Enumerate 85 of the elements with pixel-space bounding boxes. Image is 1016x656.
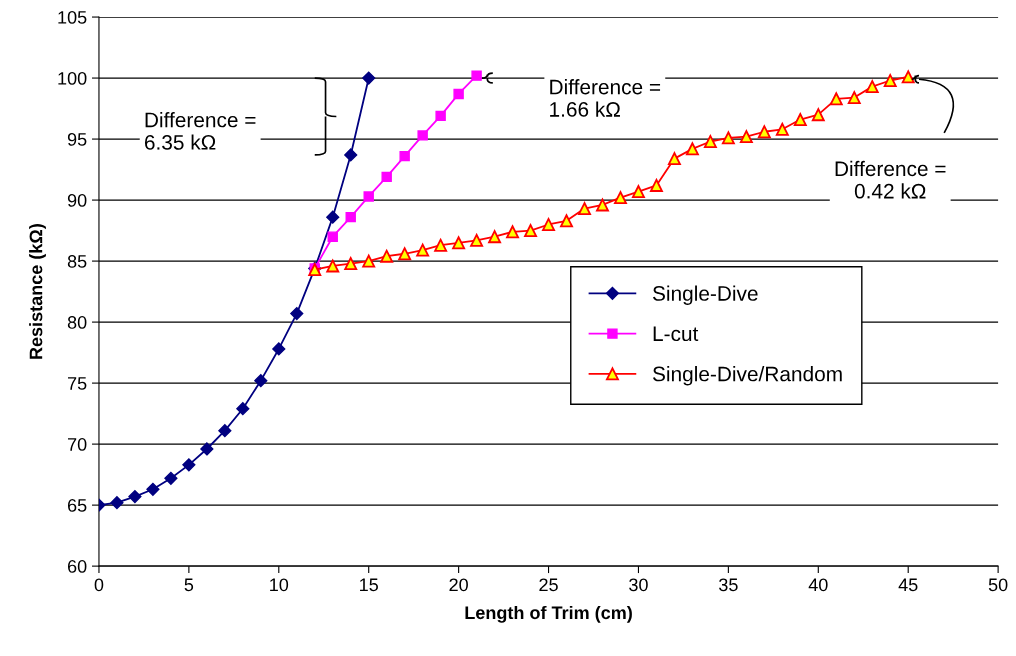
point: [399, 150, 410, 162]
point: [865, 80, 879, 94]
point: [793, 113, 807, 127]
point: [327, 231, 338, 242]
point: [829, 92, 843, 106]
point: [398, 247, 412, 261]
y-axis-title: Resistance (kΩ): [29, 224, 46, 359]
y-tick-label: 75: [68, 377, 87, 390]
point: [416, 243, 430, 257]
y-tick-label: 95: [67, 133, 87, 146]
point: [631, 185, 645, 198]
point: [417, 130, 428, 141]
point: [578, 202, 591, 216]
point: [326, 210, 340, 224]
y-tick-label: 85: [67, 255, 87, 268]
point: [847, 91, 861, 105]
point: [435, 110, 446, 122]
y-tick-label: 105: [58, 10, 87, 24]
point: [362, 71, 376, 85]
point: [452, 236, 466, 250]
point: [290, 306, 304, 321]
y-tick-label: 80: [67, 316, 87, 329]
x-tick-label: 5: [184, 578, 194, 592]
x-tick-label: 15: [360, 578, 378, 592]
point: [182, 458, 196, 472]
point: [470, 233, 484, 247]
point: [218, 424, 232, 438]
point: [649, 178, 663, 192]
point: [344, 257, 358, 270]
point: [667, 152, 681, 166]
y-tick-label: 100: [58, 72, 87, 85]
point: [524, 224, 538, 238]
x-tick-label: 30: [629, 578, 648, 592]
point: [901, 70, 915, 84]
x-tick-label: 45: [898, 578, 918, 592]
point: [596, 198, 609, 212]
point: [739, 130, 753, 144]
point: [381, 171, 392, 183]
legend-label: Single-Dive: [652, 285, 758, 305]
point: [542, 218, 555, 231]
point: [757, 125, 771, 139]
annotation: Difference = 1.66 kΩ: [550, 79, 661, 117]
point: [560, 214, 573, 228]
point: [110, 496, 124, 510]
x-tick-label: 0: [94, 578, 104, 592]
point: [362, 254, 376, 268]
point: [200, 442, 214, 456]
point: [326, 259, 340, 273]
x-tick-label: 40: [808, 578, 828, 592]
y-tick-label: 70: [68, 438, 87, 451]
point: [164, 471, 178, 485]
point: [146, 482, 160, 496]
x-tick-label: 50: [988, 578, 1008, 592]
annotation: Difference = 6.35 kΩ: [144, 112, 256, 150]
y-tick-label: 90: [67, 194, 87, 207]
point: [345, 211, 356, 223]
point: [721, 131, 735, 145]
legend-label: Single-Dive/Random: [652, 366, 842, 386]
point: [236, 402, 250, 416]
point: [434, 238, 448, 252]
y-tick-label: 60: [67, 560, 87, 573]
point: [883, 74, 897, 87]
point: [272, 342, 286, 356]
point: [128, 489, 142, 504]
point: [363, 191, 374, 202]
point: [471, 70, 482, 81]
annotation: Difference = 0.42 kΩ: [835, 160, 946, 199]
point: [488, 230, 502, 244]
point: [506, 225, 520, 239]
y-tick-label: 65: [67, 499, 87, 512]
point: [380, 249, 394, 263]
point: [254, 374, 268, 388]
point: [685, 142, 699, 156]
point: [614, 191, 627, 205]
point: [811, 108, 825, 122]
x-tick-label: 35: [719, 578, 738, 592]
x-tick-label: 25: [539, 578, 558, 592]
x-axis-title: Length of Trim (cm): [465, 605, 632, 623]
x-tick-label: 20: [449, 578, 468, 592]
point: [344, 148, 358, 162]
x-tick-label: 10: [270, 578, 289, 592]
legend-label: L-cut: [653, 326, 699, 342]
point: [703, 135, 717, 148]
point: [775, 122, 789, 136]
point: [453, 88, 464, 100]
